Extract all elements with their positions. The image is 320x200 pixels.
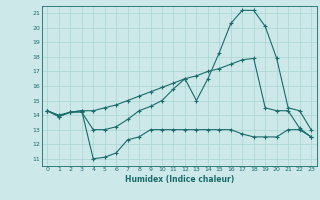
X-axis label: Humidex (Indice chaleur): Humidex (Indice chaleur): [124, 175, 234, 184]
